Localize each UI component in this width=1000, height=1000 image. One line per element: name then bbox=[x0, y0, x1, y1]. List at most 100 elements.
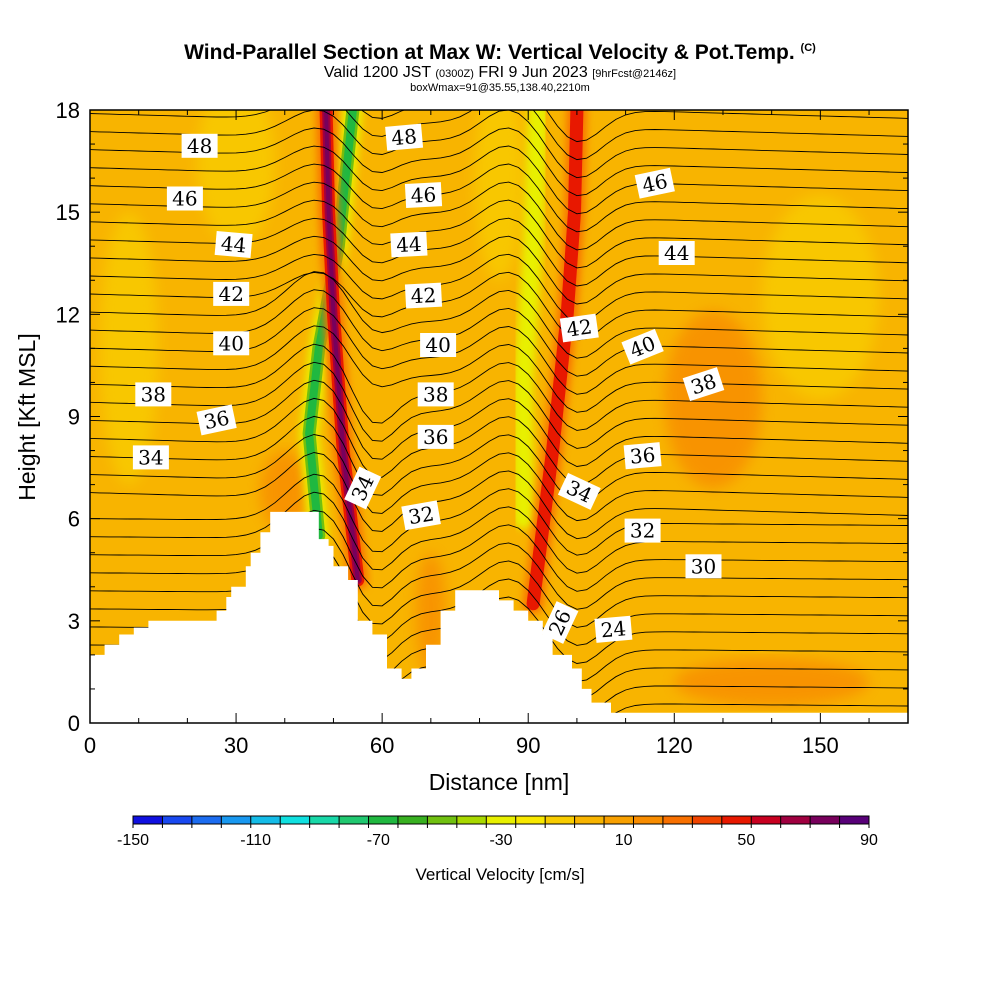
theta-label-box bbox=[166, 186, 203, 211]
copyright-mark: (C) bbox=[800, 42, 816, 54]
colorbar-swatch-25 bbox=[839, 816, 870, 824]
theta-line-10 bbox=[90, 491, 908, 574]
theta-label-20: 36 bbox=[623, 442, 662, 470]
colorbar-swatch-22 bbox=[751, 816, 782, 824]
theta-label-21: 34 bbox=[132, 445, 169, 470]
colorbar-swatch-23 bbox=[780, 816, 811, 824]
theta-label-box bbox=[623, 442, 662, 470]
colorbar-swatch-1 bbox=[133, 816, 163, 824]
theta-label-5: 46 bbox=[634, 167, 675, 199]
theta-label-text: 38 bbox=[423, 382, 448, 406]
theta-label-text: 48 bbox=[390, 124, 417, 150]
theta-line-22 bbox=[90, 271, 908, 359]
title-block: Wind-Parallel Section at Max W: Vertical… bbox=[0, 36, 1000, 94]
theta-label-2: 48 bbox=[385, 123, 424, 151]
theta-label-box bbox=[541, 601, 579, 644]
theta-label-24: 32 bbox=[401, 500, 441, 531]
theta-line-25 bbox=[90, 235, 908, 305]
theta-label-text: 40 bbox=[218, 331, 243, 355]
theta-line-32 bbox=[90, 110, 908, 179]
y-tick-label: 18 bbox=[56, 98, 80, 123]
theta-label-box bbox=[621, 328, 664, 365]
y-tick-label: 9 bbox=[68, 405, 80, 430]
theta-label-box bbox=[624, 518, 661, 543]
theta-line-11 bbox=[90, 473, 908, 556]
theta-line-18 bbox=[90, 343, 908, 431]
theta-label-text: 32 bbox=[630, 519, 655, 543]
theta-label-text: 44 bbox=[664, 241, 689, 265]
field-patch-3 bbox=[416, 552, 446, 676]
theta-line-29 bbox=[90, 163, 908, 233]
theta-label-box bbox=[594, 615, 633, 643]
field-patch-7 bbox=[761, 195, 879, 400]
field-patch-4 bbox=[674, 658, 870, 706]
updraft-band-2-core-2 bbox=[526, 110, 584, 611]
colorbar-swatch-17 bbox=[604, 816, 634, 824]
theta-label-box bbox=[417, 424, 454, 449]
theta-label-box bbox=[213, 331, 250, 356]
theta-label-box bbox=[417, 382, 454, 407]
theta-label-box bbox=[385, 123, 424, 151]
field-patch-6 bbox=[474, 110, 524, 281]
theta-label-text: 30 bbox=[691, 554, 716, 578]
theta-label-box bbox=[559, 313, 599, 343]
y-tick-label: 3 bbox=[68, 609, 80, 634]
theta-label-text: 34 bbox=[138, 445, 163, 469]
colorbar-swatch-4 bbox=[221, 816, 252, 824]
colorbar-label: -150 bbox=[117, 832, 149, 849]
colorbar-label: 50 bbox=[737, 832, 755, 849]
y-tick-label: 0 bbox=[68, 711, 80, 736]
x-tick-label: 120 bbox=[656, 733, 693, 758]
theta-label-box bbox=[557, 472, 601, 510]
theta-label-box bbox=[181, 133, 218, 158]
downdraft-band-1-core-3 bbox=[305, 110, 357, 540]
y-tick-label: 12 bbox=[56, 302, 80, 327]
theta-label-box bbox=[404, 282, 443, 309]
colorbar-label: 90 bbox=[860, 832, 878, 849]
y-axis-title: Height [Kft MSL] bbox=[14, 333, 40, 500]
colorbar-swatch-16 bbox=[574, 816, 605, 824]
theta-line-9 bbox=[90, 509, 908, 592]
y-tick-label: 15 bbox=[56, 200, 80, 225]
theta-line-15 bbox=[90, 397, 908, 485]
colorbar-swatch-13 bbox=[486, 816, 517, 824]
theta-label-text: 36 bbox=[629, 443, 656, 469]
theta-label-19: 36 bbox=[417, 424, 454, 449]
colorbar-swatch-7 bbox=[309, 816, 340, 824]
theta-label-text: 42 bbox=[218, 282, 243, 306]
theta-label-16: 38 bbox=[417, 382, 454, 407]
theta-line-24 bbox=[90, 253, 908, 323]
x-tick-label: 90 bbox=[516, 733, 540, 758]
theta-label-box bbox=[132, 445, 169, 470]
theta-label-12: 40 bbox=[213, 331, 250, 356]
field-patch-8 bbox=[99, 212, 159, 485]
colorbar-swatch-9 bbox=[368, 816, 399, 824]
colorbar-title: Vertical Velocity [cm/s] bbox=[415, 865, 584, 884]
valid-time-line: Valid 1200 JST (0300Z) FRI 9 Jun 2023 [9… bbox=[323, 64, 677, 81]
colorbar-swatch-8 bbox=[339, 816, 370, 824]
theta-label-box bbox=[634, 167, 675, 199]
theta-label-text: 46 bbox=[640, 169, 670, 198]
theta-label-text: 36 bbox=[202, 406, 232, 435]
colorbar-swatch-24 bbox=[810, 816, 841, 824]
theta-label-3: 46 bbox=[166, 186, 203, 211]
theta-line-13 bbox=[90, 434, 908, 522]
theta-label-text: 44 bbox=[220, 231, 247, 257]
colorbar-swatch-5 bbox=[250, 816, 281, 824]
colorbar-label: -30 bbox=[489, 832, 512, 849]
x-tick-label: 60 bbox=[370, 733, 394, 758]
theta-label-text: 36 bbox=[423, 425, 448, 449]
field-patch-2 bbox=[260, 450, 310, 533]
theta-label-26: 30 bbox=[685, 554, 722, 579]
colorbar-swatch-12 bbox=[456, 816, 487, 824]
colorbar-swatch-10 bbox=[397, 816, 428, 824]
theta-line-33 bbox=[90, 110, 908, 161]
theta-label-text: 46 bbox=[410, 182, 437, 207]
downdraft-band-2-core-1 bbox=[513, 110, 548, 529]
theta-line-19 bbox=[90, 325, 908, 413]
colorbar-swatch-14 bbox=[515, 816, 546, 824]
theta-label-box bbox=[401, 500, 441, 531]
theta-label-box bbox=[214, 230, 253, 259]
